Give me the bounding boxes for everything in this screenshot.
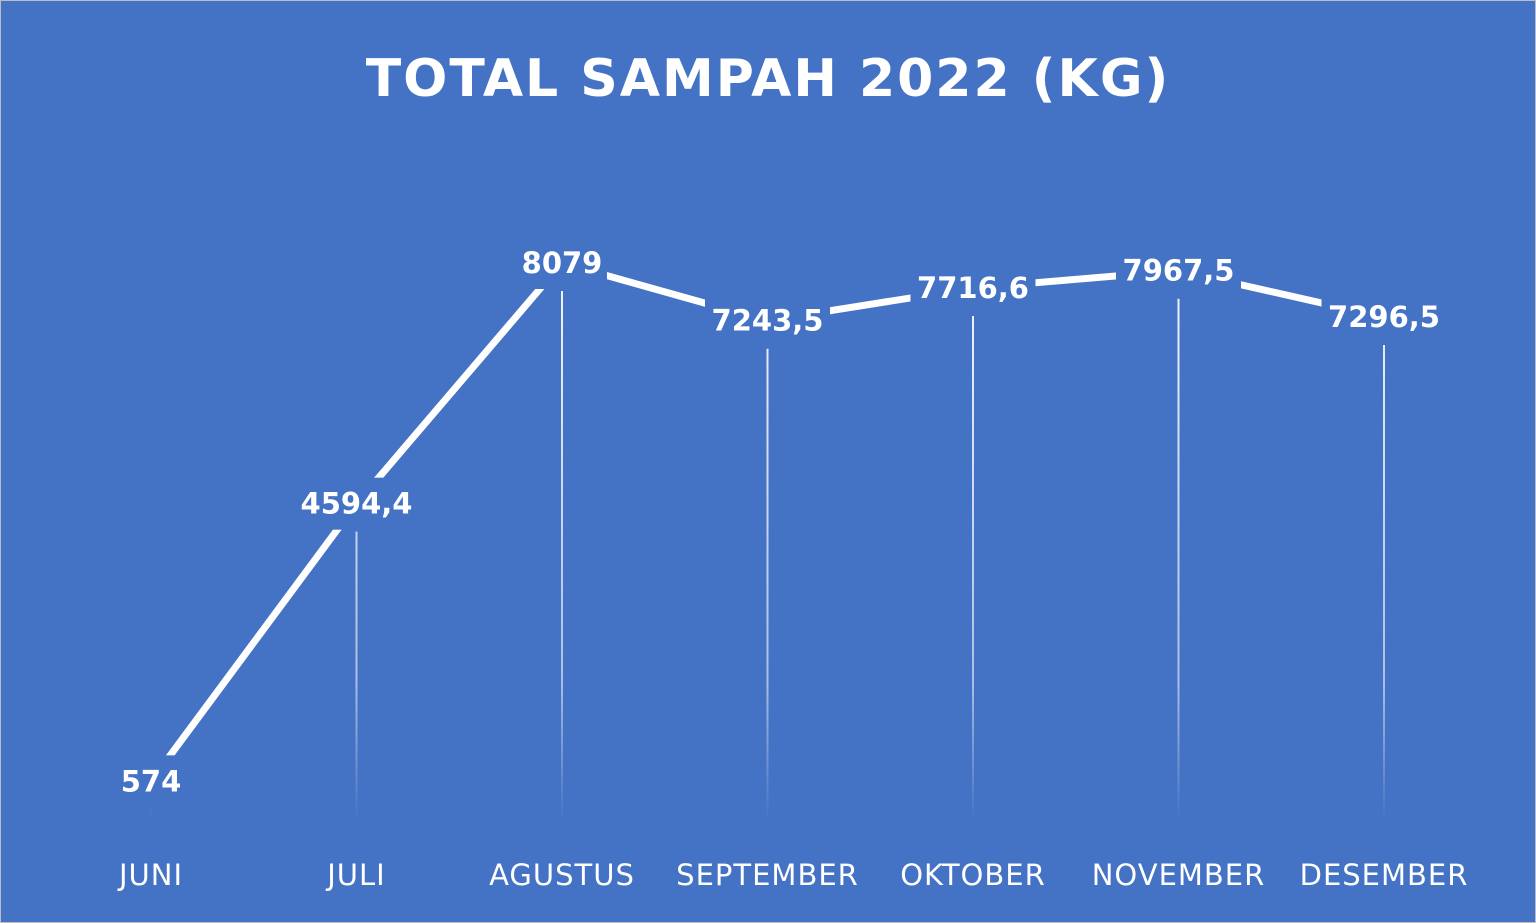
x-tick-label: AGUSTUS <box>489 858 635 892</box>
data-labels: 574 4594,4 8079 7243,5 7716,6 7967,5 7296,5 <box>114 237 1447 808</box>
data-label: 574 <box>121 764 182 798</box>
data-label-group-agustus: 8079 <box>517 237 607 289</box>
data-label-group-november: 7967,5 <box>1116 244 1241 297</box>
data-label: 7967,5 <box>1123 254 1235 288</box>
data-label: 7296,5 <box>1328 300 1440 334</box>
data-label-background <box>114 755 188 808</box>
x-tick-label: NOVEMBER <box>1092 858 1266 892</box>
drop-lines <box>150 291 1385 821</box>
data-label-background <box>517 237 607 289</box>
x-axis-tick-labels: JUNI JULI AGUSTUS SEPTEMBER OKTOBER NOVEMBER D… <box>117 858 1469 892</box>
data-label-group-oktober: 7716,6 <box>910 262 1036 315</box>
data-label: 4594,4 <box>301 487 413 521</box>
data-label-background <box>705 294 830 347</box>
data-label: 8079 <box>522 246 603 280</box>
data-label: 7243,5 <box>712 304 824 338</box>
chart-title: TOTAL SAMPAH 2022 (KG) <box>366 49 1171 109</box>
x-tick-label: OKTOBER <box>900 858 1046 892</box>
data-label-background <box>1321 291 1447 344</box>
x-tick-label: SEPTEMBER <box>676 858 859 892</box>
data-label-group-juni: 574 <box>114 755 188 808</box>
x-tick-label: DESEMBER <box>1300 858 1469 892</box>
data-label-group-desember: 7296,5 <box>1321 291 1447 344</box>
data-label-background <box>910 262 1036 315</box>
data-label-background <box>294 477 419 530</box>
data-label-group-september: 7243,5 <box>705 294 830 347</box>
x-tick-label: JULI <box>325 858 386 892</box>
data-label-group-juli: 4594,4 <box>294 477 419 530</box>
data-label-background <box>1116 244 1241 297</box>
data-label: 7716,6 <box>917 271 1029 305</box>
x-tick-label: JUNI <box>117 858 183 892</box>
